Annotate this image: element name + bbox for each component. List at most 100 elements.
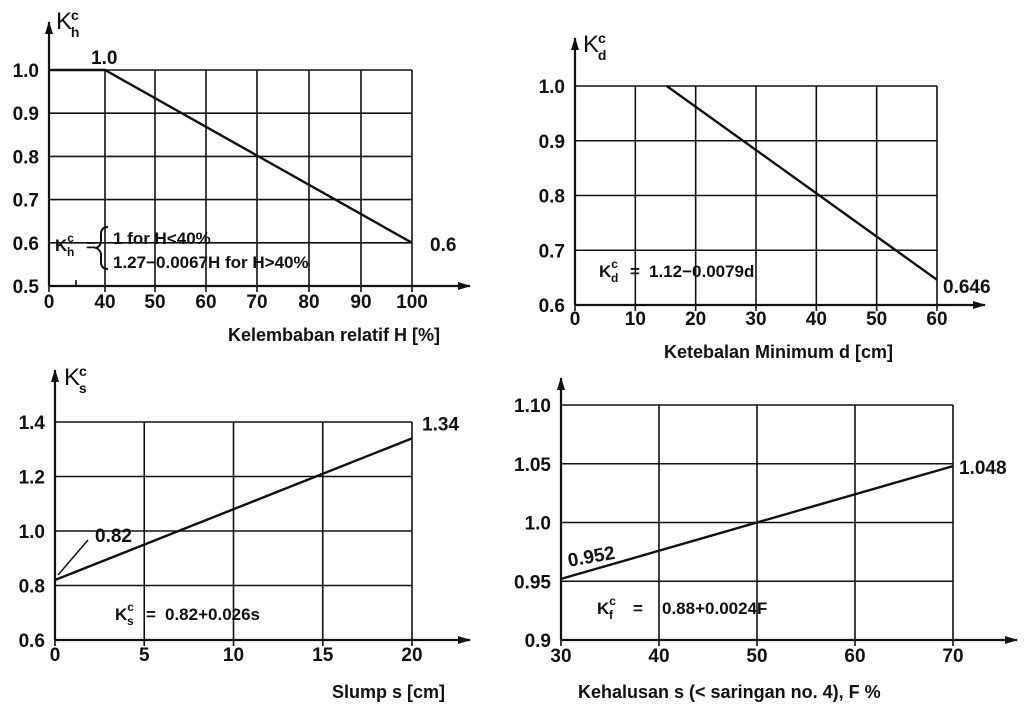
x-tick-label: 10 <box>223 645 244 666</box>
chart-thickness: 0.6 0.7 0.8 0.9 1.0 0 10 20 30 40 50 60 0.646 Kc d … <box>539 30 991 362</box>
y-tick-label: 0.9 <box>13 104 39 125</box>
formula-lhs: Kc d <box>599 257 618 285</box>
formula-lhs: Kc h <box>55 231 74 259</box>
series-line <box>49 68 413 244</box>
x-tick-label: 40 <box>806 309 827 330</box>
y-tick-label: 1.0 <box>539 77 565 98</box>
formula-line-1: 1 for H<40% <box>113 229 211 248</box>
y-tick-label: 1.10 <box>514 396 551 417</box>
x-tick-label: 30 <box>550 646 571 667</box>
x-tick-label: 100 <box>396 292 428 313</box>
x-tick-label: 40 <box>94 292 115 313</box>
y-tick-label: 0.7 <box>13 191 39 212</box>
formula-equals: = <box>146 605 156 624</box>
formula: Kc d = 1.12−0.0079d <box>599 257 754 285</box>
y-tick-label: 0.7 <box>539 241 565 262</box>
x-tick-labels: 30 40 50 60 70 <box>550 646 963 667</box>
grid <box>574 85 938 311</box>
x-tick-label: 10 <box>625 309 646 330</box>
annotations: 1.0 0.6 <box>91 48 456 256</box>
value-annotation: 0.646 <box>943 277 991 298</box>
chart-humidity: 0.5 0.6 0.7 0.8 0.9 1.0 0 40 50 60 70 80 90 100 1.0 0… <box>13 7 471 345</box>
formula-lhs: Kc s <box>115 600 134 628</box>
formula-equals: = <box>86 236 96 255</box>
formula-equals: = <box>630 262 640 281</box>
x-tick-label: 15 <box>312 645 334 666</box>
y-tick-label: 1.0 <box>525 514 551 535</box>
y-tick-label: 0.95 <box>514 572 551 593</box>
y-tick-label: 0.8 <box>539 187 565 208</box>
y-tick-label: 1.2 <box>19 468 45 489</box>
y-axis-title: Kc d <box>583 30 606 63</box>
y-tick-labels: 0.6 0.8 1.0 1.2 1.4 <box>19 413 46 652</box>
series <box>54 437 413 582</box>
x-tick-labels: 0 5 10 15 20 <box>50 645 423 666</box>
annotations: 0.646 <box>943 277 991 298</box>
x-tick-labels: 0 40 50 60 70 80 90 100 <box>44 292 428 313</box>
y-axis-title: Kc s <box>64 363 87 396</box>
x-tick-label: 0 <box>50 645 61 666</box>
x-tick-label: 60 <box>195 292 216 313</box>
x-axis-title: Ketebalan Minimum d [cm] <box>664 342 893 362</box>
value-annotation: 0.952 <box>566 543 616 572</box>
formula-line-2: 1.27−0.0067H for H>40% <box>113 253 309 272</box>
x-tick-label: 5 <box>139 645 150 666</box>
annotation-leader-line <box>57 539 89 576</box>
axes <box>571 37 986 309</box>
series-line <box>666 85 938 281</box>
y-tick-label: 1.4 <box>19 413 46 434</box>
x-tick-label: 0 <box>44 292 55 313</box>
series-line <box>54 437 413 582</box>
y-tick-label: 1.0 <box>19 522 45 543</box>
x-tick-label: 90 <box>350 292 371 313</box>
y-tick-label: 1.05 <box>514 455 551 476</box>
x-tick-labels: 0 10 20 30 40 50 60 <box>570 309 948 330</box>
value-annotation: 1.0 <box>91 48 117 69</box>
grid <box>48 69 413 292</box>
y-tick-labels: 0.6 0.7 0.8 0.9 1.0 <box>539 77 565 317</box>
axes <box>45 21 471 290</box>
x-tick-label: 50 <box>144 292 165 313</box>
axes <box>557 377 1018 644</box>
x-tick-label: 70 <box>246 292 267 313</box>
annotations: 1.048 0.952 <box>566 458 1006 572</box>
chart-fineness: 0.9 0.95 1.0 1.05 1.10 30 40 50 60 70 1.048 0.952… <box>514 377 1018 702</box>
formula: Kc h = 1 for H<40% 1.27−0.0067H for H>40% <box>55 226 309 272</box>
value-annotation: 0.82 <box>95 526 132 547</box>
grid <box>560 404 954 646</box>
axes <box>51 369 471 644</box>
y-tick-label: 0.5 <box>13 277 40 298</box>
formula-lhs: Kc f <box>597 594 616 622</box>
formula: Kc s = 0.82+0.026s <box>115 600 260 628</box>
y-axis-title: Kc h <box>56 7 79 40</box>
x-tick-label: 80 <box>298 292 319 313</box>
value-annotation: 1.048 <box>959 458 1007 479</box>
formula-brace <box>93 226 109 270</box>
x-axis-title: Kehalusan s (< saringan no. 4), F % <box>578 682 881 702</box>
y-tick-label: 0.6 <box>13 234 39 255</box>
series-line <box>560 464 954 581</box>
y-tick-label: 1.0 <box>13 61 39 82</box>
chart-slump: 0.6 0.8 1.0 1.2 1.4 0 5 10 15 20 1.34 0.82 Kc s Sl… <box>19 363 471 702</box>
y-tick-label: 0.9 <box>539 132 565 153</box>
value-annotation: 0.6 <box>430 235 456 256</box>
series <box>666 85 938 281</box>
x-tick-label: 60 <box>926 309 947 330</box>
formula-line-1: 0.82+0.026s <box>165 605 260 624</box>
x-tick-label: 50 <box>746 646 767 667</box>
y-tick-labels: 0.9 0.95 1.0 1.05 1.10 <box>514 396 551 652</box>
x-tick-label: 0 <box>570 309 581 330</box>
y-tick-label: 0.8 <box>13 147 39 168</box>
formula-line-1: 0.88+0.0024F <box>662 599 767 618</box>
x-tick-label: 60 <box>844 646 865 667</box>
x-tick-label: 40 <box>648 646 669 667</box>
y-tick-label: 0.6 <box>19 631 45 652</box>
series <box>560 464 954 581</box>
x-tick-label: 20 <box>401 645 422 666</box>
x-axis-title: Slump s [cm] <box>332 682 445 702</box>
y-tick-label: 0.9 <box>525 631 551 652</box>
grid <box>54 421 413 646</box>
x-axis-title: Kelembaban relatif H [%] <box>228 325 440 345</box>
x-tick-label: 20 <box>685 309 706 330</box>
